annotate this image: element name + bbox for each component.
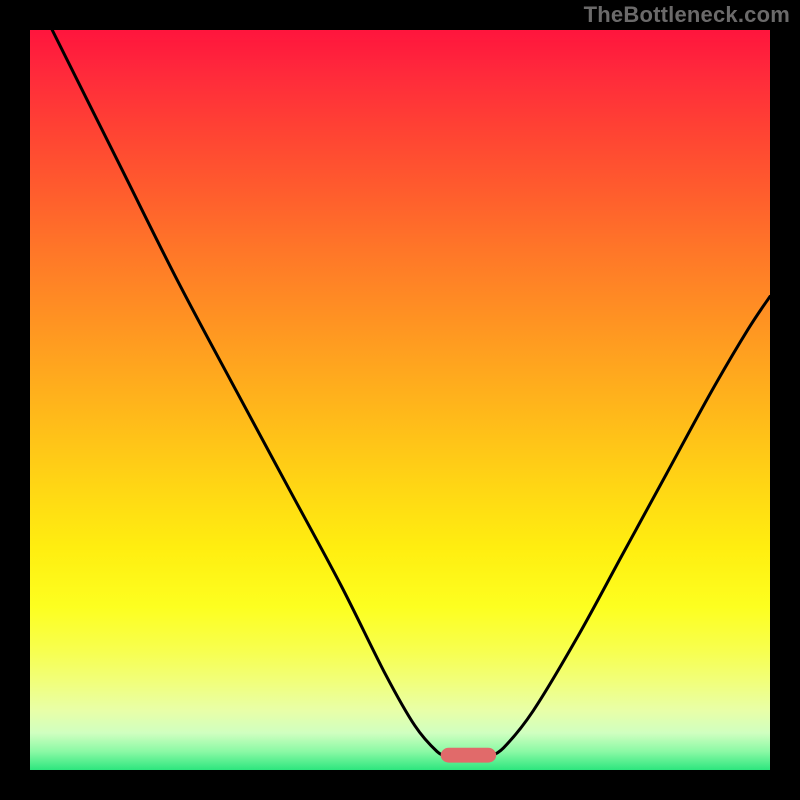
optimal-marker xyxy=(30,30,770,770)
chart-frame: TheBottleneck.com xyxy=(0,0,800,800)
watermark-text: TheBottleneck.com xyxy=(584,2,790,28)
plot-area xyxy=(30,30,770,770)
